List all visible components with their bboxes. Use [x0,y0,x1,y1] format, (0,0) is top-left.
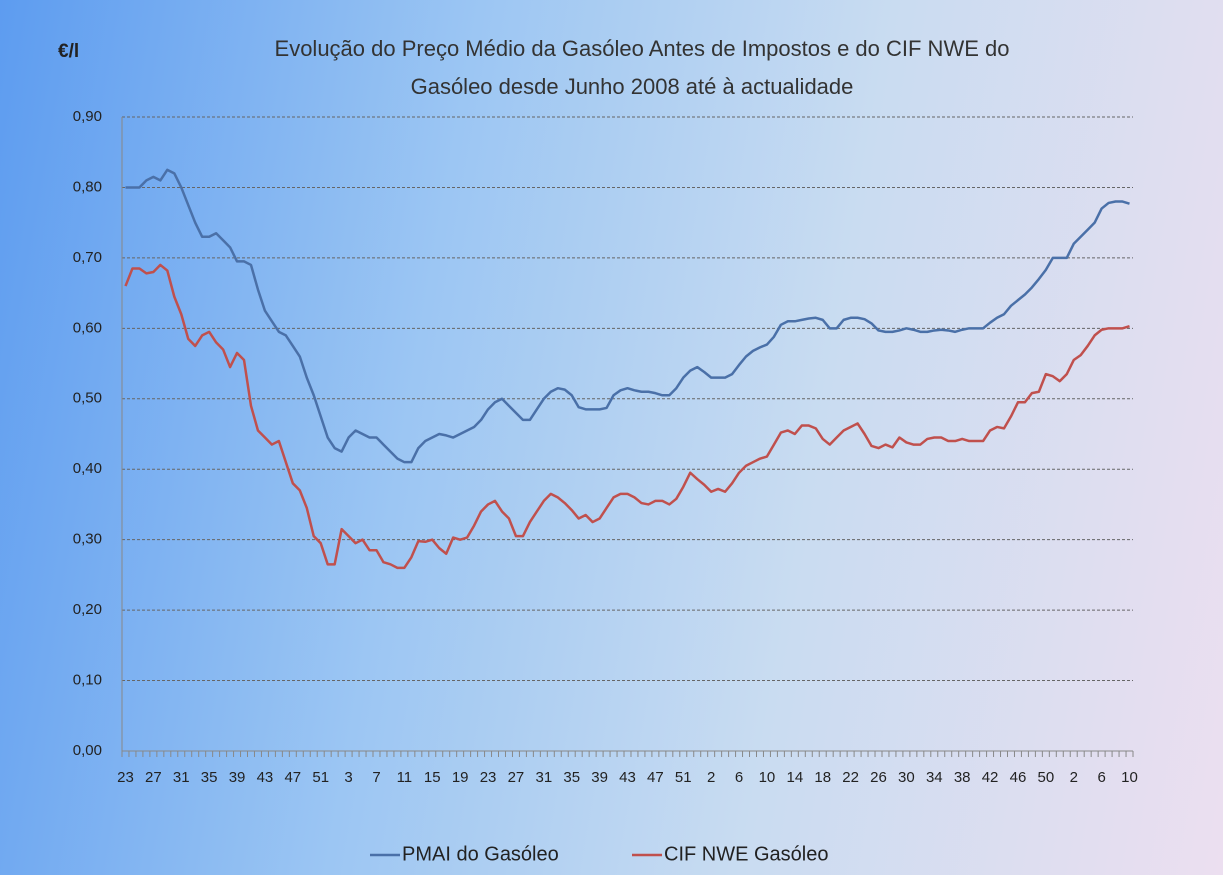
x-tick-label: 47 [284,769,301,786]
x-tick-label: 15 [424,769,441,786]
x-tick-label: 27 [508,769,525,786]
x-tick-label: 19 [452,769,469,786]
x-tick-label: 18 [814,769,831,786]
x-tick-label: 22 [842,769,859,786]
x-tick-label: 38 [954,769,971,786]
series-line [125,168,1130,464]
y-tick-label: 0,80 [73,178,102,195]
series-line [124,263,1130,570]
chart-title: Gasóleo desde Junho 2008 até à actualida… [411,74,854,99]
x-tick-label: 23 [480,769,497,786]
y-tick-label: 0,20 [73,601,102,618]
x-tick-label: 46 [1010,769,1027,786]
x-tick-label: 2 [1070,769,1078,786]
x-tick-label: 27 [145,769,162,786]
y-tick-label: 0,10 [73,672,102,689]
x-tick-label: 34 [926,769,943,786]
legend-label: PMAI do Gasóleo [402,843,559,865]
x-tick-label: 51 [312,769,329,786]
y-tick-label: 0,00 [73,742,102,759]
y-tick-label: 0,30 [73,531,102,548]
x-tick-label: 10 [759,769,776,786]
x-tick-label: 30 [898,769,915,786]
x-tick-label: 26 [870,769,887,786]
x-tick-label: 51 [675,769,692,786]
x-tick-label: 14 [786,769,803,786]
legend-label: CIF NWE Gasóleo [664,843,828,865]
y-tick-label: 0,60 [73,319,102,336]
y-tick-label: 0,40 [73,460,102,477]
x-tick-label: 10 [1121,769,1138,786]
x-tick-label: 11 [397,769,413,786]
x-tick-label: 47 [647,769,664,786]
y-tick-label: 0,50 [73,390,102,407]
x-tick-label: 39 [591,769,608,786]
x-tick-label: 6 [1097,769,1105,786]
x-tick-label: 31 [535,769,552,786]
x-tick-label: 2 [707,769,715,786]
x-tick-label: 43 [619,769,636,786]
y-tick-label: 0,70 [73,249,102,266]
x-tick-label: 3 [344,769,352,786]
x-tick-label: 35 [563,769,580,786]
chart-title: Evolução do Preço Médio da Gasóleo Antes… [275,36,1010,61]
x-tick-label: 50 [1038,769,1055,786]
x-tick-label: 7 [372,769,380,786]
y-tick-label: 0,90 [73,108,102,125]
x-tick-label: 42 [982,769,999,786]
x-tick-label: 43 [257,769,274,786]
x-tick-label: 23 [117,769,134,786]
x-tick-label: 39 [229,769,246,786]
y-axis-label: €/l [58,41,79,62]
x-tick-label: 6 [735,769,743,786]
x-tick-label: 35 [201,769,218,786]
x-tick-label: 31 [173,769,190,786]
